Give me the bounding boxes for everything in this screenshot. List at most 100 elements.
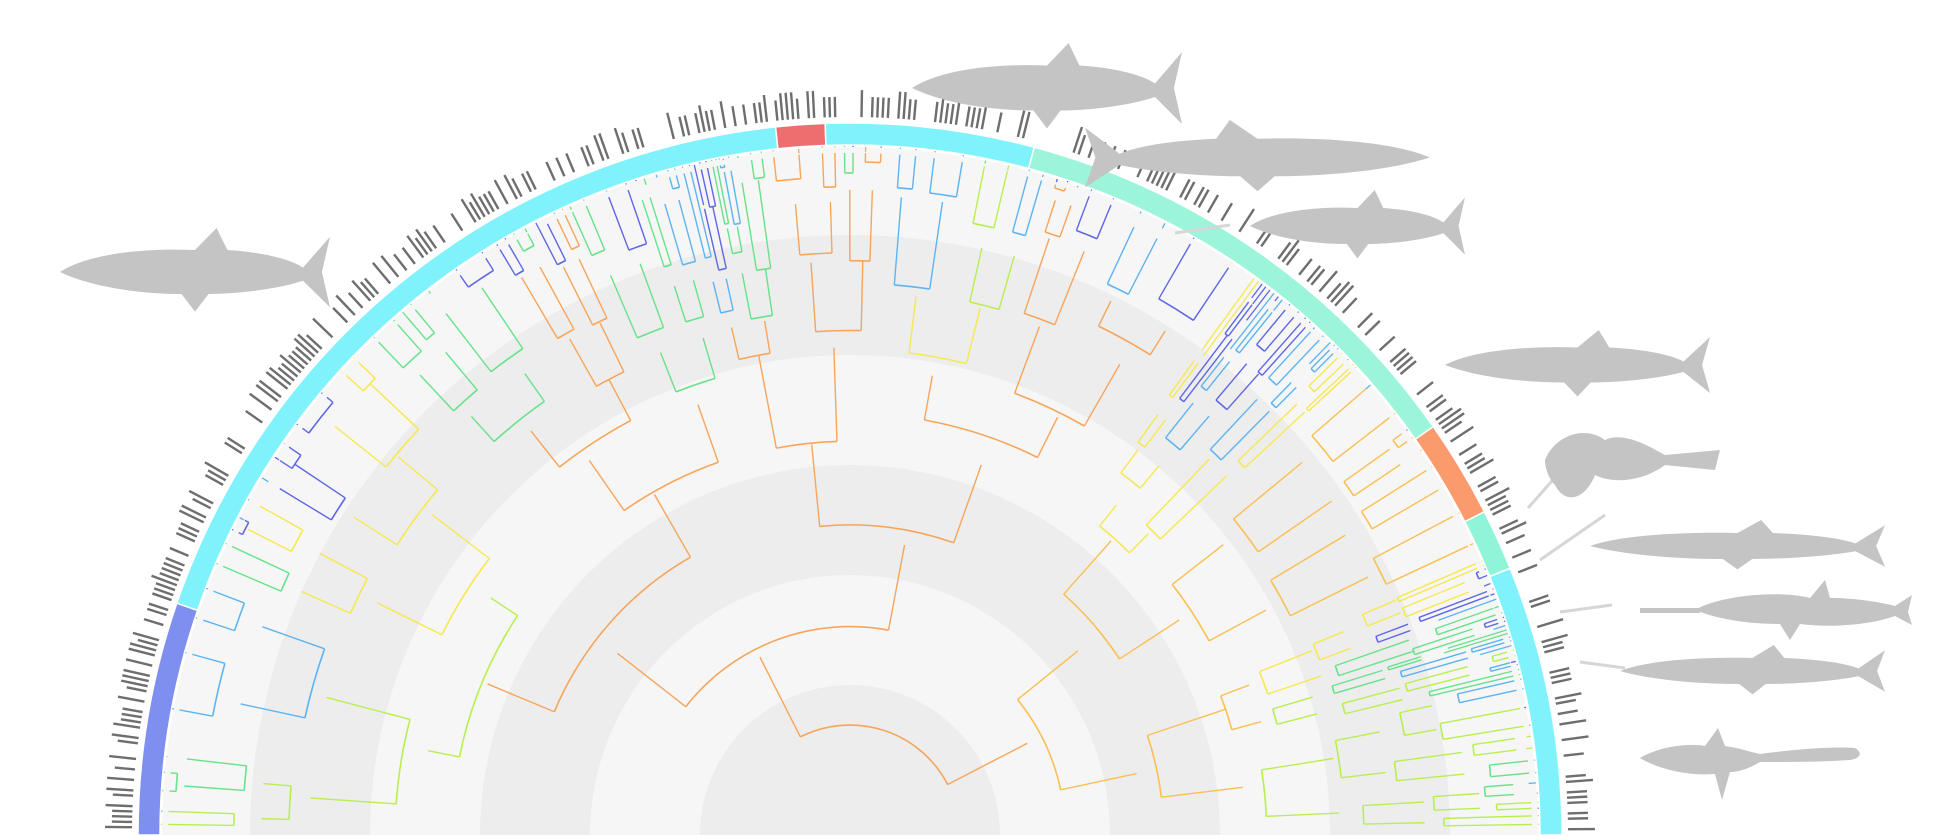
stem-branch bbox=[1418, 590, 1488, 619]
stem-branch bbox=[703, 208, 720, 271]
thresher-body-icon bbox=[1640, 728, 1860, 800]
tip-branch bbox=[1246, 289, 1271, 321]
stem-branch bbox=[1054, 251, 1085, 325]
stem-branch bbox=[1490, 772, 1530, 778]
stem-branch bbox=[1367, 612, 1401, 627]
stem-branch bbox=[1261, 326, 1306, 376]
trait-tick bbox=[132, 631, 160, 642]
stem-branch bbox=[1442, 725, 1524, 740]
stem-branch bbox=[1044, 200, 1056, 233]
stem-branch bbox=[262, 626, 325, 650]
stem-branch bbox=[1476, 571, 1480, 574]
trait-tick bbox=[598, 133, 610, 160]
trait-tick bbox=[414, 237, 429, 256]
stem-branch bbox=[887, 544, 906, 631]
stem-branch bbox=[1233, 461, 1303, 520]
trait-tick bbox=[297, 333, 319, 354]
stem-branch bbox=[294, 463, 346, 499]
trait-tick bbox=[1542, 640, 1563, 649]
trait-tick bbox=[1310, 268, 1326, 286]
angelshark-body-icon bbox=[1545, 432, 1720, 498]
stem-branch bbox=[947, 742, 1028, 786]
stem-branch bbox=[588, 459, 625, 511]
stem-branch bbox=[965, 308, 981, 364]
stem-branch bbox=[1392, 433, 1402, 441]
shark-body-icon bbox=[1445, 330, 1710, 397]
trait-tick bbox=[709, 109, 717, 131]
trait-tick bbox=[192, 497, 212, 510]
time-band bbox=[700, 685, 1000, 835]
trait-tick bbox=[731, 105, 737, 127]
stem-branch bbox=[186, 758, 247, 767]
shark-body-icon bbox=[912, 43, 1182, 129]
shark-body-icon bbox=[1250, 190, 1465, 259]
trait-tick bbox=[944, 103, 950, 124]
stem-branch bbox=[726, 228, 734, 254]
stem-branch bbox=[730, 170, 742, 224]
trait-tick bbox=[249, 392, 273, 411]
trait-tick bbox=[752, 102, 758, 124]
stem-branch bbox=[1311, 388, 1367, 437]
trait-tick bbox=[1484, 486, 1510, 502]
stem-branch bbox=[1270, 381, 1292, 404]
stem-branch bbox=[1484, 618, 1498, 625]
stem-branch bbox=[1276, 713, 1318, 725]
stem-branch bbox=[1158, 243, 1191, 300]
stem-branch bbox=[1145, 458, 1210, 526]
saw-snout-icon bbox=[1640, 608, 1700, 613]
stem-branch bbox=[1308, 371, 1352, 412]
trait-tick bbox=[165, 556, 185, 567]
tip-branch bbox=[1274, 296, 1279, 302]
stem-branch bbox=[370, 383, 420, 430]
stem-branch bbox=[481, 287, 524, 350]
node-arc bbox=[750, 314, 773, 320]
stem-branch bbox=[445, 351, 478, 391]
stem-branch bbox=[357, 361, 376, 379]
stem-branch bbox=[1371, 489, 1439, 530]
node-arc bbox=[685, 625, 889, 708]
trait-tick bbox=[698, 105, 706, 133]
stem-branch bbox=[1205, 361, 1231, 391]
trait-tick bbox=[704, 110, 711, 132]
stem-branch bbox=[1388, 659, 1422, 671]
stem-branch bbox=[1106, 226, 1135, 285]
stem-branch bbox=[1313, 631, 1344, 645]
tip-branch bbox=[274, 456, 280, 461]
trait-tick bbox=[1511, 548, 1532, 559]
trait-tick bbox=[351, 279, 372, 302]
trait-tick bbox=[784, 92, 790, 120]
node-arc bbox=[972, 222, 995, 229]
stem-branch bbox=[231, 545, 290, 574]
tip-branch bbox=[1438, 598, 1497, 621]
stem-branch bbox=[170, 772, 178, 775]
trait-tick bbox=[332, 307, 349, 324]
stem-branch bbox=[499, 249, 516, 276]
stem-branch bbox=[556, 218, 573, 250]
stem-branch bbox=[445, 313, 492, 373]
stem-branch bbox=[639, 263, 665, 328]
stem-branch bbox=[569, 338, 598, 387]
node-arc bbox=[553, 556, 691, 713]
stem-branch bbox=[664, 203, 684, 266]
stem-branch bbox=[712, 166, 726, 225]
trait-tick bbox=[1298, 258, 1313, 276]
tip-branch bbox=[569, 206, 572, 210]
trait-tick bbox=[1441, 412, 1465, 430]
stem-branch bbox=[1429, 675, 1514, 697]
stem-branch bbox=[702, 337, 716, 379]
trait-tick bbox=[114, 766, 136, 771]
trait-tick bbox=[795, 98, 800, 119]
stem-branch bbox=[319, 552, 368, 580]
node-arc bbox=[559, 419, 632, 468]
trait-tick bbox=[555, 157, 566, 177]
trait-tick bbox=[1469, 458, 1494, 475]
trait-tick bbox=[1489, 499, 1509, 511]
trait-tick bbox=[939, 95, 945, 123]
trait-tick bbox=[1541, 633, 1568, 644]
stem-branch bbox=[1063, 540, 1112, 595]
trait-tick bbox=[169, 546, 189, 557]
trait-tick bbox=[126, 686, 147, 693]
stem-branch bbox=[1405, 665, 1468, 685]
stem-branch bbox=[893, 197, 903, 286]
tip-branch bbox=[1447, 629, 1507, 649]
